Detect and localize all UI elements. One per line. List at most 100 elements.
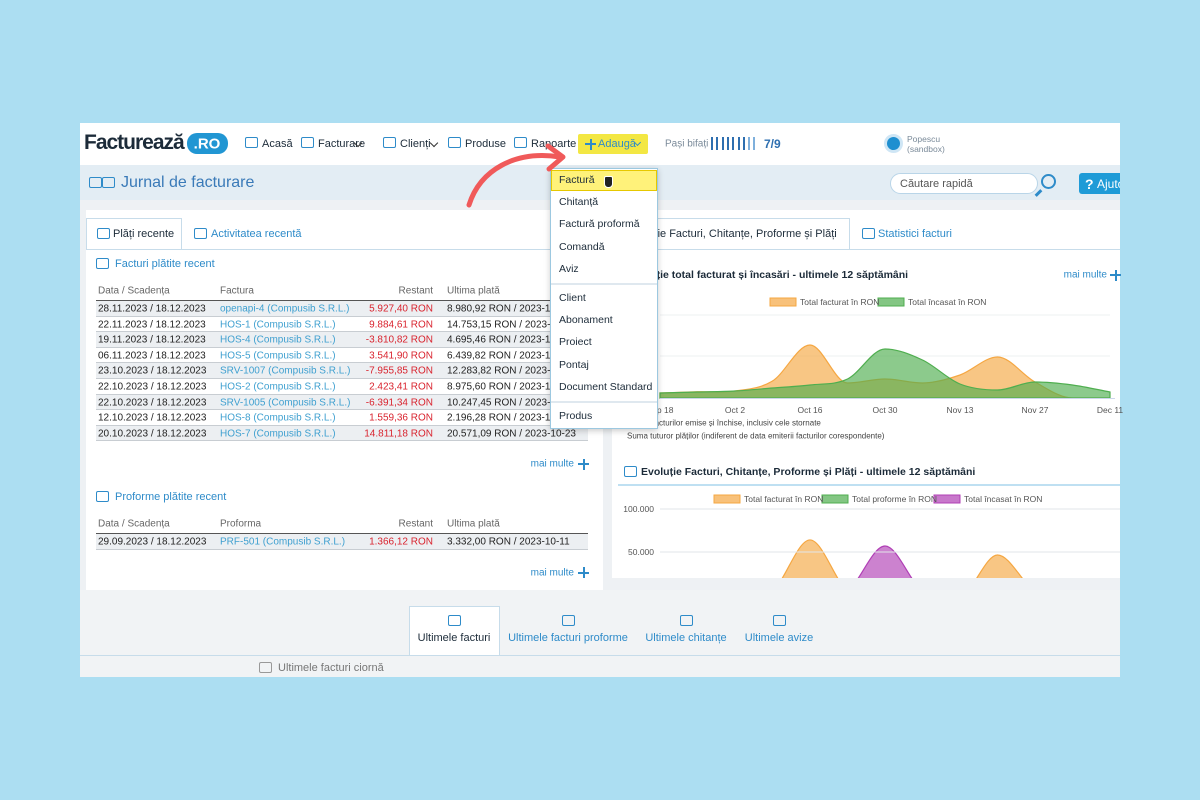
menu-item[interactable]: Proiect [559,336,592,349]
search-icon[interactable] [1041,174,1056,189]
tab-line [86,249,603,250]
table-cell[interactable]: HOS-5 (Compusib S.R.L.) [220,350,336,362]
menu-item[interactable]: Pontaj [559,358,589,371]
bottom-area [80,590,1120,677]
legend-label: Total încasat în RON [908,297,987,307]
chart-title-line [618,484,1120,486]
more-link[interactable]: mai multe [530,567,574,579]
table-cell: 12.283,82 RON / 2023-11-06 [447,365,576,377]
tab[interactable]: Ultimele avize [744,632,814,644]
table-cell: -6.391,34 RON [365,397,433,409]
table-cell[interactable]: HOS-2 (Compusib S.R.L.) [220,381,336,393]
tab[interactable]: Statistici facturi [878,228,952,240]
icon [194,228,207,239]
table-cell[interactable]: openapi-4 (Compusib S.R.L.) [220,303,350,315]
tab[interactable]: Activitatea recentă [211,228,302,240]
icon [301,137,314,148]
table-cell[interactable]: SRV-1007 (Compusib S.R.L.) [220,365,351,377]
table-cell[interactable]: SRV-1005 (Compusib S.R.L.) [220,397,351,409]
table-cell: 2.196,28 RON / 2023-10-23 [447,412,571,424]
menu-separator [551,401,657,403]
table-cell: 10.247,45 RON / 2023-11-06 [447,397,576,409]
table-cell: 8.975,60 RON / 2023-11-06 [447,381,570,393]
table-cell[interactable]: PRF-501 (Compusib S.R.L.) [220,536,346,548]
table-cell: 06.11.2023 / 18.12.2023 [98,350,206,362]
nav-item[interactable]: Facturare [318,138,366,150]
table-cell: 14.753,15 RON / 2023-12-12 [447,319,576,331]
search-box[interactable] [890,173,1038,194]
menu-item[interactable]: Comandă [559,240,605,253]
table-cell: -7.955,85 RON [365,365,433,377]
icon [96,258,109,269]
step-bar [753,137,756,150]
nav-item[interactable]: Clienți [400,138,431,150]
steps-label: Pași bifați [665,138,709,150]
page-title: Jurnal de facturare [121,174,255,191]
x-tick-label: Oct 16 [797,405,823,415]
column-header: Ultima plată [447,285,500,297]
step-bar [742,137,745,150]
nav-item[interactable]: Produse [465,138,506,150]
table-cell[interactable]: HOS-1 (Compusib S.R.L.) [220,319,336,331]
icon [448,137,461,148]
table-cell[interactable]: HOS-8 (Compusib S.R.L.) [220,412,336,424]
tab-line [80,655,1120,656]
x-tick-label: Dec 11 [1096,405,1124,415]
table-cell: 1.559,36 RON [369,412,433,424]
table-cell: 1.366,12 RON [369,536,433,548]
icon [383,137,396,148]
help-icon: ? [1085,176,1094,192]
tab[interactable]: Ultimele facturi [417,632,491,644]
x-tick-label: Sep 18 [646,405,674,415]
nav-item[interactable]: Rapoarte [531,138,577,150]
more-link[interactable]: mai multe [530,458,574,470]
menu-item[interactable]: Document Standard [559,380,653,393]
menu-item[interactable]: Factură proformă [559,218,640,231]
steps-value: 7/9 [764,137,781,151]
legend-label: Total proforme în RON [852,494,938,504]
drafts-link[interactable]: Ultimele facturi ciornă [278,662,384,674]
table-cell: 12.10.2023 / 18.12.2023 [98,412,207,424]
step-bar [721,137,724,150]
tab-active [86,218,182,250]
icon [514,137,527,148]
legend-label: Total facturat în RON [800,297,880,307]
table-cell: 20.10.2023 / 18.12.2023 [98,428,207,440]
icon [680,615,693,626]
tab[interactable]: Ultimele chitanțe [645,632,727,644]
table-cell: -3.810,82 RON [365,334,433,346]
icon [862,228,875,239]
right-panel [612,210,1120,578]
table-cell: 8.980,92 RON / 2023-12-12 [447,303,571,315]
menu-item[interactable]: Chitanță [559,196,599,209]
x-tick-label: Oct 2 [724,405,746,415]
add-menu [550,168,658,429]
table-cell: 4.695,46 RON / 2023-11-21 [447,334,570,346]
y-tick-label: 50.000 [628,547,654,557]
table-cell[interactable]: HOS-7 (Compusib S.R.L.) [220,428,336,440]
table-cell: 5.927,40 RON [369,303,433,315]
column-header: Data / Scadența [98,518,170,530]
tab[interactable]: Ultimele facturi proforme [508,632,628,644]
menu-item[interactable]: Client [559,292,586,304]
menu-item[interactable]: Produs [559,410,593,422]
tab[interactable]: Evoluție Facturi, Chitanțe, Proforme și … [627,228,837,240]
table-cell[interactable]: HOS-4 (Compusib S.R.L.) [220,334,336,346]
icon [773,615,786,626]
menu-item[interactable]: Factură [559,174,595,186]
more-link[interactable]: mai multe [1063,269,1107,281]
add-button-label[interactable]: Adaugă [598,138,636,150]
menu-separator [551,283,657,285]
logo-badge-text: .RO [193,135,221,153]
add-button[interactable] [578,134,648,154]
table-row [96,347,588,364]
nav-item[interactable]: Acasă [262,138,293,150]
table-row [96,332,588,348]
tab[interactable]: Plăți recente [113,228,175,240]
column-header: Restant [398,518,433,530]
step-bar [711,137,713,150]
table-row [96,379,588,395]
menu-item[interactable]: Abonament [559,314,613,327]
help-button[interactable] [1079,173,1129,194]
menu-item[interactable]: Aviz [559,262,579,275]
